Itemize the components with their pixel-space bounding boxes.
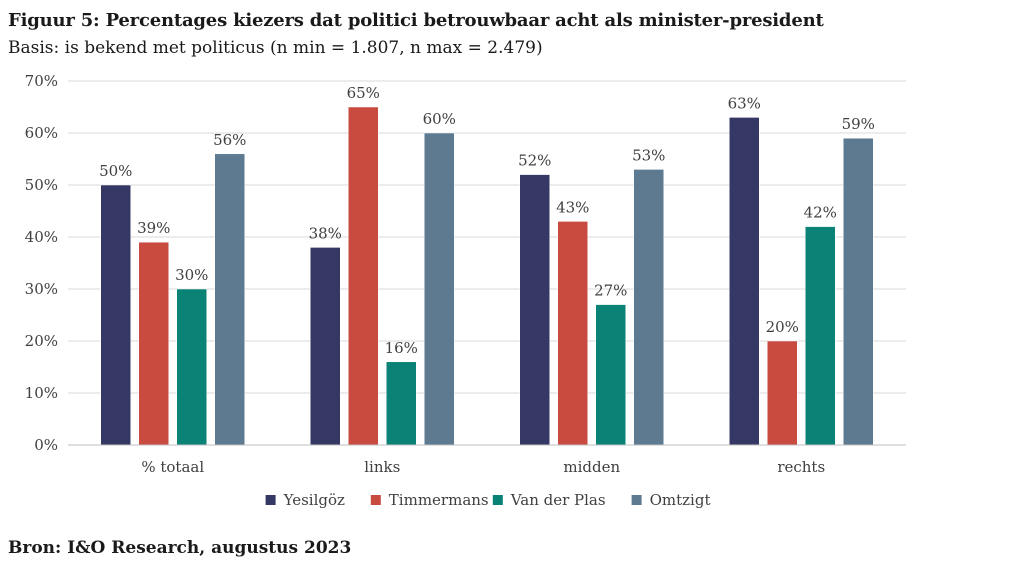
legend-label: Omtzigt (650, 491, 711, 509)
bar (805, 226, 836, 446)
x-tick-label: midden (563, 458, 620, 476)
bar (214, 153, 245, 446)
data-label: 52% (518, 152, 551, 170)
bars (100, 106, 874, 446)
legend-swatch (370, 495, 381, 505)
y-tick-label: 60% (25, 124, 58, 142)
data-label: 38% (309, 224, 342, 242)
data-label: 60% (423, 110, 456, 128)
data-label: 39% (137, 219, 170, 237)
bar (843, 137, 874, 446)
bar (386, 361, 417, 446)
legend-label: Yesilgöz (283, 491, 345, 509)
legend-swatch (631, 495, 642, 505)
chart-title: Figuur 5: Percentages kiezers dat politi… (8, 10, 824, 31)
x-tick-label: rechts (777, 458, 825, 476)
data-label: 63% (728, 94, 761, 112)
legend: Yesilgöz Timmermans Van der Plas Omtzigt (265, 491, 711, 509)
y-axis: 0% 10% 20% 30% 40% 50% 60% 70% (25, 72, 58, 454)
legend-swatch (492, 495, 503, 505)
legend-label: Timmermans (389, 491, 489, 509)
bar (557, 221, 588, 446)
data-label: 20% (766, 318, 799, 336)
bar (138, 241, 169, 446)
bar (100, 184, 131, 446)
data-label: 53% (632, 146, 665, 164)
legend-swatch (265, 495, 276, 505)
chart-subtitle: Basis: is bekend met politicus (n min = … (8, 38, 543, 58)
data-labels: 50% 39% 30% 56% 38% 65% 16% 60% 52% 43% 27% 53% 63% 2… (99, 84, 875, 357)
y-tick-label: 40% (25, 228, 58, 246)
bar (348, 106, 379, 446)
bar (729, 117, 760, 446)
y-tick-label: 50% (25, 176, 58, 194)
data-label: 27% (594, 282, 627, 300)
bar (519, 174, 550, 446)
bar (424, 132, 455, 446)
chart-source: Bron: I&O Research, augustus 2023 (8, 538, 352, 558)
y-tick-label: 30% (25, 280, 58, 298)
data-label: 43% (556, 198, 589, 216)
data-label: 30% (175, 266, 208, 284)
data-label: 59% (842, 115, 875, 133)
y-tick-label: 20% (25, 332, 58, 350)
x-tick-label: % totaal (141, 458, 204, 476)
bar (595, 304, 626, 446)
data-label: 42% (804, 204, 837, 222)
bar (633, 169, 664, 446)
x-axis: % totaal links midden rechts (68, 444, 906, 476)
legend-label: Van der Plas (510, 491, 606, 509)
data-label: 65% (347, 84, 380, 102)
y-tick-label: 0% (34, 436, 58, 454)
bar (176, 288, 207, 446)
y-tick-label: 70% (25, 72, 58, 90)
data-label: 50% (99, 162, 132, 180)
bar (310, 247, 341, 446)
gridlines (68, 80, 906, 394)
data-label: 16% (385, 339, 418, 357)
bar (767, 340, 798, 446)
x-tick-label: links (364, 458, 400, 476)
y-tick-label: 10% (25, 384, 58, 402)
data-label: 56% (213, 131, 246, 149)
